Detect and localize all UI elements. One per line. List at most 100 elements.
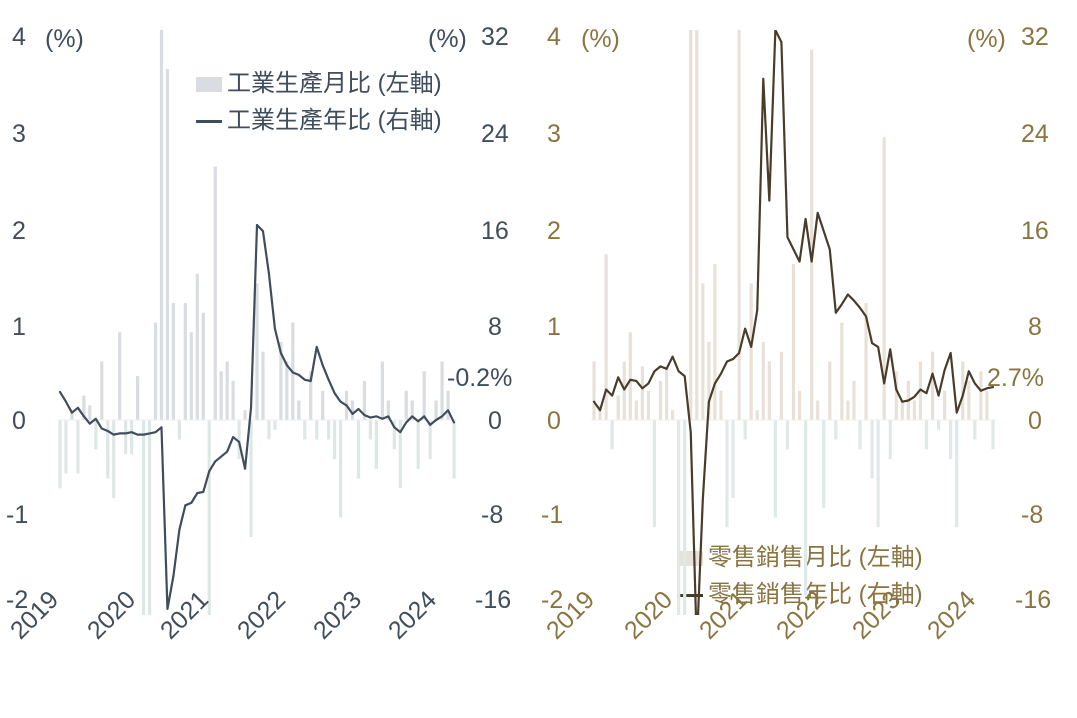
bar (628, 332, 632, 420)
bar (189, 332, 193, 420)
bar (398, 420, 402, 489)
bar (816, 400, 820, 420)
bar (689, 30, 693, 420)
bar (803, 420, 808, 596)
legend-left: 工業生產月比 (左軸) 工業生產年比 (右軸) (196, 72, 442, 146)
bar (864, 303, 868, 420)
bar (658, 381, 663, 420)
bar (58, 420, 62, 489)
bar (279, 342, 283, 420)
bar (991, 420, 995, 450)
bar (671, 410, 675, 420)
bar (141, 420, 146, 615)
panel-retail-sales: 4 3 2 1 0 -1 -2 (%) (%) 32 24 16 8 0 -8 … (539, 0, 1077, 718)
bar (791, 264, 796, 420)
line-swatch-icon (677, 593, 703, 597)
bar (610, 420, 614, 450)
bar (130, 420, 134, 455)
bar (422, 371, 426, 420)
bar (356, 420, 361, 479)
bar (207, 420, 211, 615)
bar (652, 420, 657, 528)
bar-swatch-icon (196, 76, 222, 92)
legend-label-bar: 工業生產月比 (左軸) (227, 70, 442, 97)
bar (725, 420, 729, 528)
left-axis-tick-minus1: -1 (541, 501, 564, 529)
bar (834, 420, 838, 440)
right-axis-unit: (%) (428, 25, 467, 53)
bar (882, 137, 886, 420)
bar (616, 395, 620, 421)
bar (261, 351, 265, 420)
bar (297, 400, 301, 420)
right-axis-tick-8: 8 (1028, 313, 1042, 341)
bar (64, 420, 68, 474)
left-axis-tick-4: 4 (12, 23, 26, 51)
left-axis-tick-minus2: -2 (541, 586, 564, 614)
bar (707, 342, 711, 420)
bar (368, 420, 373, 440)
bar (147, 420, 152, 615)
left-axis-tick-minus1: -1 (6, 501, 29, 529)
bar (719, 390, 723, 420)
bar (112, 420, 116, 498)
bar (743, 420, 747, 440)
bar (285, 361, 289, 420)
bar (362, 381, 367, 420)
bar (731, 420, 735, 498)
left-axis-tick-0: 0 (12, 407, 26, 435)
callout-value-right: 2.7% (987, 364, 1044, 392)
left-axis-tick-4: 4 (547, 23, 561, 51)
right-axis-unit: (%) (967, 25, 1006, 53)
bar (440, 361, 444, 420)
bar (767, 361, 771, 420)
legend-label-line: 工業生產年比 (右軸) (227, 107, 442, 134)
bar (755, 410, 759, 420)
bar (592, 361, 596, 420)
bar (683, 420, 687, 615)
bar (225, 361, 229, 420)
right-axis-tick-24: 24 (481, 120, 509, 148)
left-axis-unit: (%) (581, 25, 620, 53)
bar (828, 361, 832, 420)
bar (846, 400, 850, 420)
bar (118, 332, 122, 420)
plot-svg-left (57, 30, 457, 615)
legend-row-line: 零售銷售年比 (右軸) (677, 583, 923, 607)
bar (961, 361, 965, 420)
bar (124, 420, 128, 455)
bar (900, 400, 904, 420)
bar (943, 390, 947, 420)
bar (273, 420, 277, 430)
bar (213, 166, 217, 420)
bar (773, 420, 777, 518)
bar (416, 420, 420, 469)
bar (598, 405, 602, 420)
bar (338, 420, 343, 518)
bar (243, 410, 247, 420)
line-swatch-icon (196, 119, 222, 123)
legend-row-bar: 工業生產月比 (左軸) (196, 72, 442, 96)
bar (622, 361, 626, 420)
bar (822, 420, 826, 508)
right-axis-tick-0: 0 (488, 407, 502, 435)
bar (374, 420, 378, 469)
bar (392, 420, 396, 450)
bar (936, 420, 941, 430)
bar (858, 420, 862, 450)
bar (315, 420, 319, 440)
yoy-line (592, 30, 995, 615)
bar (779, 351, 784, 420)
bar (852, 381, 856, 420)
bar (973, 420, 977, 440)
bar (646, 390, 651, 420)
bar (333, 420, 337, 459)
bar (321, 390, 325, 420)
bar (434, 400, 438, 420)
left-axis-tick-minus2: -2 (6, 586, 29, 614)
bar (380, 361, 384, 420)
bar (446, 390, 450, 420)
bar (876, 420, 880, 528)
bar (267, 420, 271, 440)
